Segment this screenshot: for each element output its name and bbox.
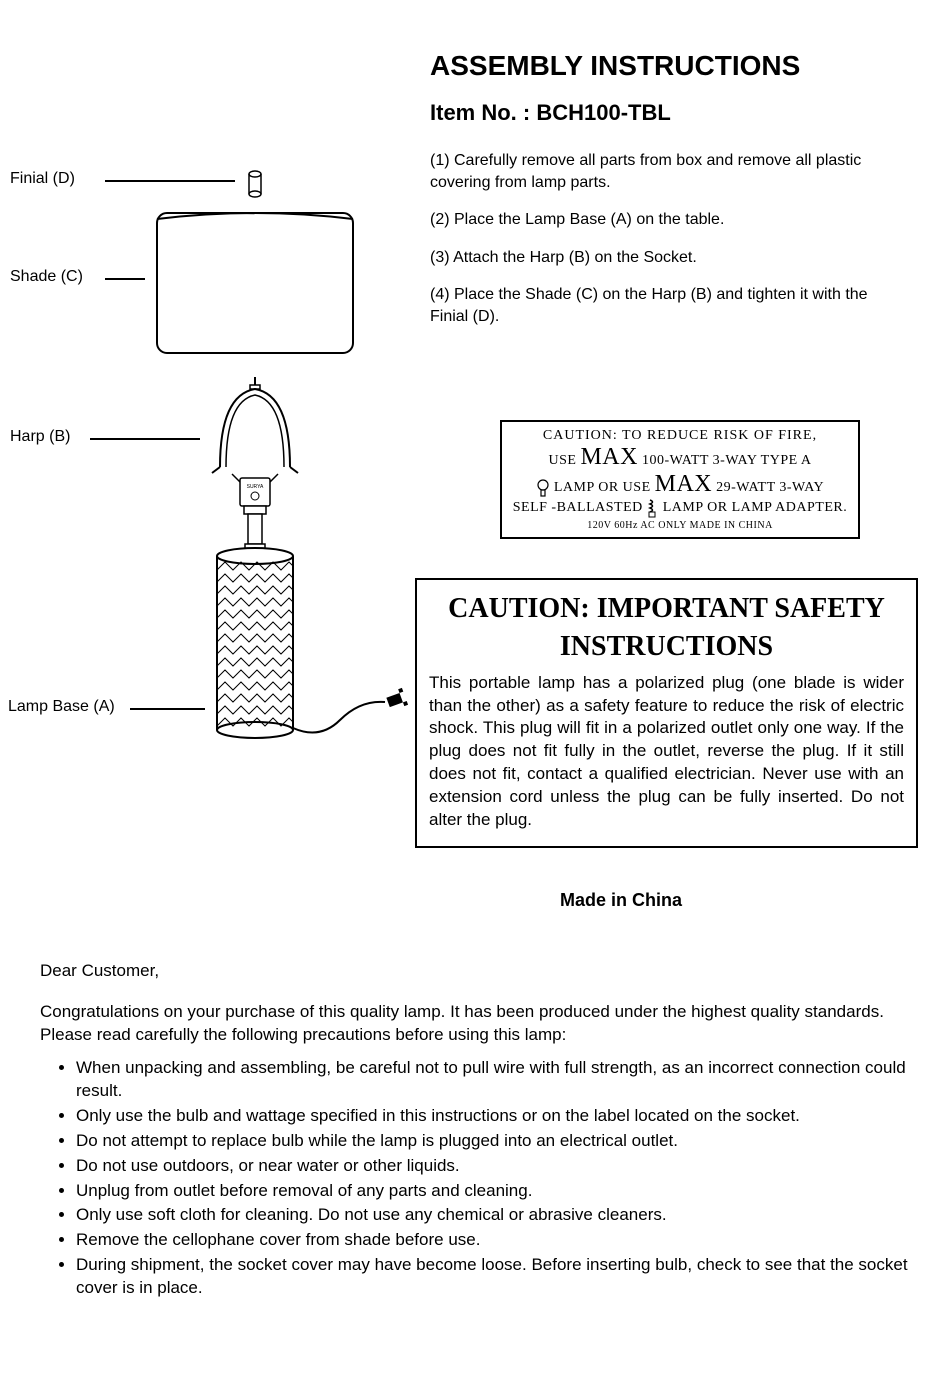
caution-line3a: LAMP OR USE [550, 480, 655, 495]
caution-line1: CAUTION: TO REDUCE RISK OF FIRE, [510, 428, 850, 444]
label-finial: Finial (D) [10, 170, 75, 188]
list-item: Do not use outdoors, or near water or ot… [76, 1155, 910, 1178]
cfl-icon [647, 498, 659, 518]
safety-body: This portable lamp has a polarized plug … [429, 672, 904, 833]
leader-base [130, 708, 205, 710]
list-item: When unpacking and assembling, be carefu… [76, 1057, 910, 1103]
congrats-text: Congratulations on your purchase of this… [40, 1001, 910, 1047]
made-in-label: Made in China [560, 890, 682, 911]
finial-icon [245, 170, 265, 200]
safety-instructions-box: CAUTION: IMPORTANT SAFETY INSTRUCTIONS T… [415, 578, 918, 848]
shade-icon [155, 205, 355, 365]
list-item: Remove the cellophane cover from shade b… [76, 1229, 910, 1252]
svg-text:SURYA: SURYA [247, 484, 264, 490]
step-1: (1) Carefully remove all parts from box … [430, 150, 910, 193]
leader-harp [90, 438, 200, 440]
caution-line4a: SELF -BALLASTED [513, 500, 647, 515]
label-base: Lamp Base (A) [8, 698, 115, 716]
caution-line4b: LAMP OR LAMP ADAPTER. [659, 500, 848, 515]
lamp-base-icon: SURYA [210, 470, 430, 750]
step-3: (3) Attach the Harp (B) on the Socket. [430, 247, 910, 269]
list-item: Only use the bulb and wattage specified … [76, 1105, 910, 1128]
list-item: During shipment, the socket cover may ha… [76, 1254, 910, 1300]
customer-letter: Dear Customer, Congratulations on your p… [40, 960, 910, 1302]
caution-line5: 120V 60Hz AC ONLY MADE IN CHINA [510, 520, 850, 531]
list-item: Only use soft cloth for cleaning. Do not… [76, 1204, 910, 1227]
step-2: (2) Place the Lamp Base (A) on the table… [430, 209, 910, 231]
caution-line4: SELF -BALLASTED LAMP OR LAMP ADAPTER. [510, 498, 850, 518]
list-item: Unplug from outlet before removal of any… [76, 1180, 910, 1203]
caution-line2a: USE [548, 453, 580, 468]
leader-finial [105, 180, 235, 182]
caution-line3b: 29-WATT 3-WAY [712, 480, 824, 495]
label-shade: Shade (C) [10, 268, 83, 286]
leader-shade [105, 278, 145, 280]
caution-line2b: 100-WATT 3-WAY TYPE A [638, 453, 812, 468]
precaution-list: When unpacking and assembling, be carefu… [40, 1057, 910, 1300]
caution-max2: MAX [655, 471, 713, 497]
bulb-icon [536, 478, 550, 498]
assembly-steps: (1) Carefully remove all parts from box … [430, 150, 910, 344]
caution-line3: LAMP OR USE MAX 29-WATT 3-WAY [510, 471, 850, 498]
page-title: ASSEMBLY INSTRUCTIONS [430, 50, 800, 82]
caution-label-box: CAUTION: TO REDUCE RISK OF FIRE, USE MAX… [500, 420, 860, 539]
list-item: Do not attempt to replace bulb while the… [76, 1130, 910, 1153]
caution-line2: USE MAX 100-WATT 3-WAY TYPE A [510, 444, 850, 471]
step-4: (4) Place the Shade (C) on the Harp (B) … [430, 284, 910, 327]
item-number: Item No. : BCH100-TBL [430, 100, 671, 126]
safety-heading: CAUTION: IMPORTANT SAFETY INSTRUCTIONS [429, 590, 904, 666]
label-harp: Harp (B) [10, 428, 70, 446]
salutation: Dear Customer, [40, 960, 910, 983]
caution-max1: MAX [580, 444, 638, 470]
harp-icon [210, 375, 300, 475]
